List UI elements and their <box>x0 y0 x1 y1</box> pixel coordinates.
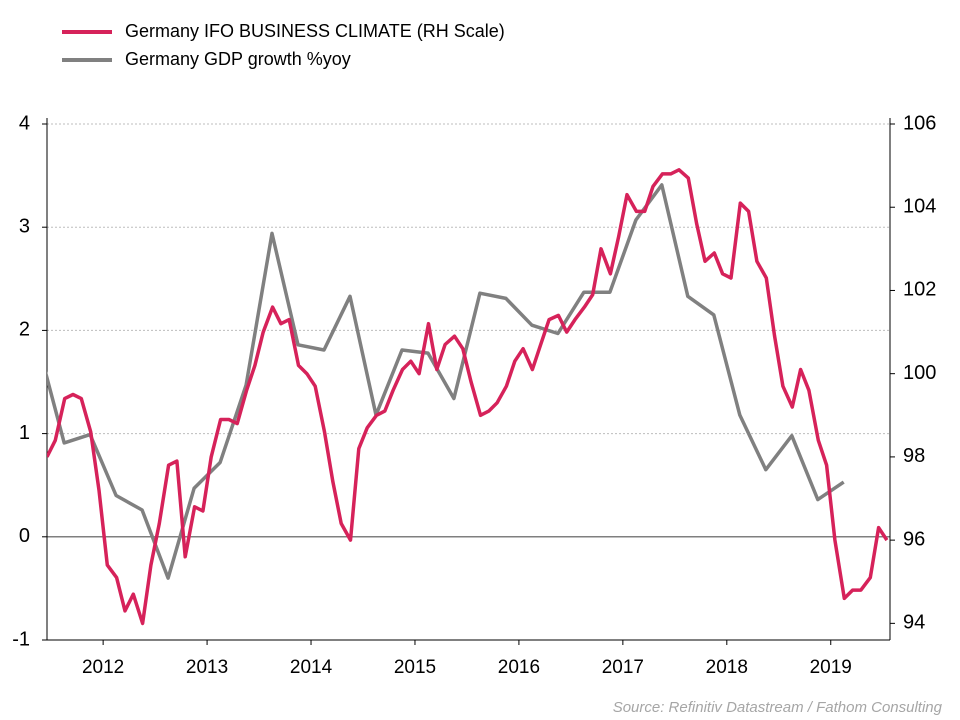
plot-area <box>47 168 889 626</box>
source-note: Source: Refinitiv Datastream / Fathom Co… <box>613 699 943 716</box>
y2-tick-label: 96 <box>903 528 925 550</box>
x-tick-label: 2015 <box>394 657 436 678</box>
y-tick-label: 2 <box>19 319 30 341</box>
y-tick-label: -1 <box>12 628 30 650</box>
y2-tick-label: 94 <box>903 612 925 634</box>
x-tick-label: 2017 <box>602 657 644 678</box>
series-line <box>47 183 845 580</box>
y-tick-label: 1 <box>19 422 30 444</box>
y2-tick-label: 104 <box>903 196 936 218</box>
x-tick-label: 2014 <box>290 657 333 678</box>
x-tick-label: 2013 <box>186 657 228 678</box>
series-line <box>47 168 889 626</box>
x-tick-label: 2019 <box>810 657 852 678</box>
y2-tick-label: 100 <box>903 362 936 384</box>
x-tick-label: 2012 <box>82 657 124 678</box>
y2-tick-label: 102 <box>903 279 936 301</box>
y-tick-label: 3 <box>19 215 30 237</box>
x-tick-label: 2016 <box>498 657 540 678</box>
legend-label: Germany IFO BUSINESS CLIMATE (RH Scale) <box>125 21 505 41</box>
legend-label: Germany GDP growth %yoy <box>125 49 351 69</box>
y2-tick-label: 106 <box>903 112 936 134</box>
x-tick-label: 2018 <box>706 657 748 678</box>
y-tick-label: 4 <box>19 112 30 134</box>
y-tick-label: 0 <box>19 525 30 547</box>
y2-tick-label: 98 <box>903 445 925 467</box>
